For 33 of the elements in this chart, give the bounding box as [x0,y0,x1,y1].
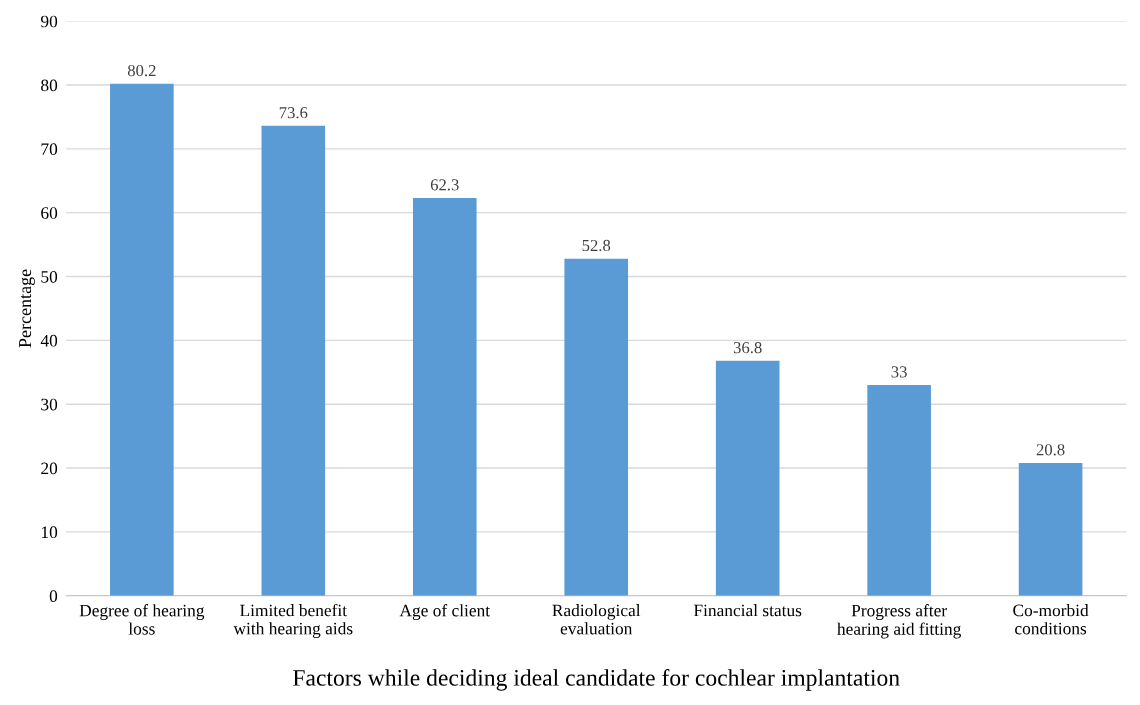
y-tick-label: 0 [49,590,58,602]
x-tick-label: Limited benefit with hearing aids [233,603,353,639]
x-tick-label: Co-morbid conditions [1013,604,1089,635]
x-tick-label: Age of client [399,604,490,621]
bar [867,385,931,596]
y-tick-label: 60 [41,207,58,219]
data-label: 73.6 [279,107,308,119]
data-label: 33 [891,366,907,378]
bar [1018,462,1083,596]
bar [110,83,174,596]
y-tick-label: 20 [41,462,58,475]
bar [412,197,477,596]
x-tick-label: Degree of hearing loss [79,604,205,635]
data-label: 62.3 [430,179,459,191]
x-tick-label: Financial status [693,604,802,617]
bar [261,125,326,596]
bar [715,360,780,596]
data-label: 80.2 [127,64,156,77]
y-tick-label: 30 [41,398,58,411]
y-tick-label: 10 [41,526,58,539]
data-label: 52.8 [582,239,611,252]
x-tick-label: Radiological evaluation [552,604,641,635]
y-tick-label: 90 [40,15,58,28]
y-tick-label: 70 [41,143,58,156]
y-tick-label: 80 [41,79,58,92]
x-tick-label: Progress after hearing aid fitting [837,604,961,639]
y-tick-label: 50 [41,270,58,283]
y-tick-label: 40 [40,334,58,347]
data-label: 20.8 [1036,444,1065,456]
x-axis-title: Factors while deciding ideal candidate for cochlear implantation [293,669,900,691]
bar [564,258,629,596]
data-label: 36.8 [733,341,762,354]
y-axis-title: Percentage [19,269,35,348]
